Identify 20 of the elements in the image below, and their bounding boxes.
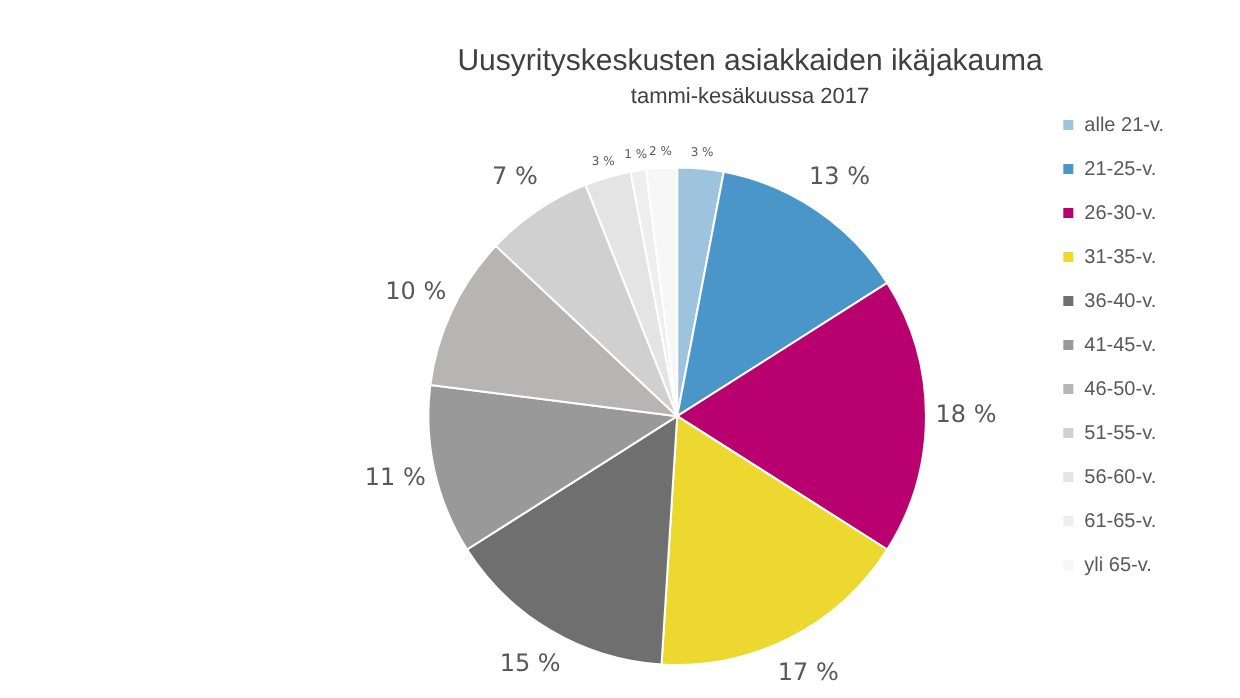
data-label: 7 % (491, 161, 538, 190)
data-label: 18 % (935, 400, 997, 429)
data-label: 17 % (777, 657, 839, 686)
data-label: 11 % (364, 463, 426, 492)
legend-label: 21-25-v. (1084, 158, 1157, 181)
legend-label: yli 65-v. (1084, 554, 1152, 577)
chart-subtitle: tammi-kesäkuussa 2017 (630, 85, 870, 110)
legend-label: alle 21-v. (1084, 114, 1165, 137)
legend-label: 26-30-v. (1084, 202, 1157, 225)
legend-label: 61-65-v. (1084, 510, 1157, 533)
data-label: 13 % (809, 161, 870, 190)
chart-title: Uusyrityskeskusten asiakkaiden ikäjakauma (457, 44, 1044, 79)
data-label: 10 % (385, 277, 447, 306)
data-label: 15 % (499, 649, 561, 678)
legend-label: 36-40-v. (1084, 290, 1157, 313)
legend-label: 31-35-v. (1084, 246, 1157, 269)
legend-label: 46-50-v. (1084, 378, 1157, 401)
legend-label: 56-60-v. (1084, 466, 1157, 489)
legend-label: 41-45-v. (1084, 334, 1157, 357)
legend-label: 51-55-v. (1084, 422, 1157, 445)
